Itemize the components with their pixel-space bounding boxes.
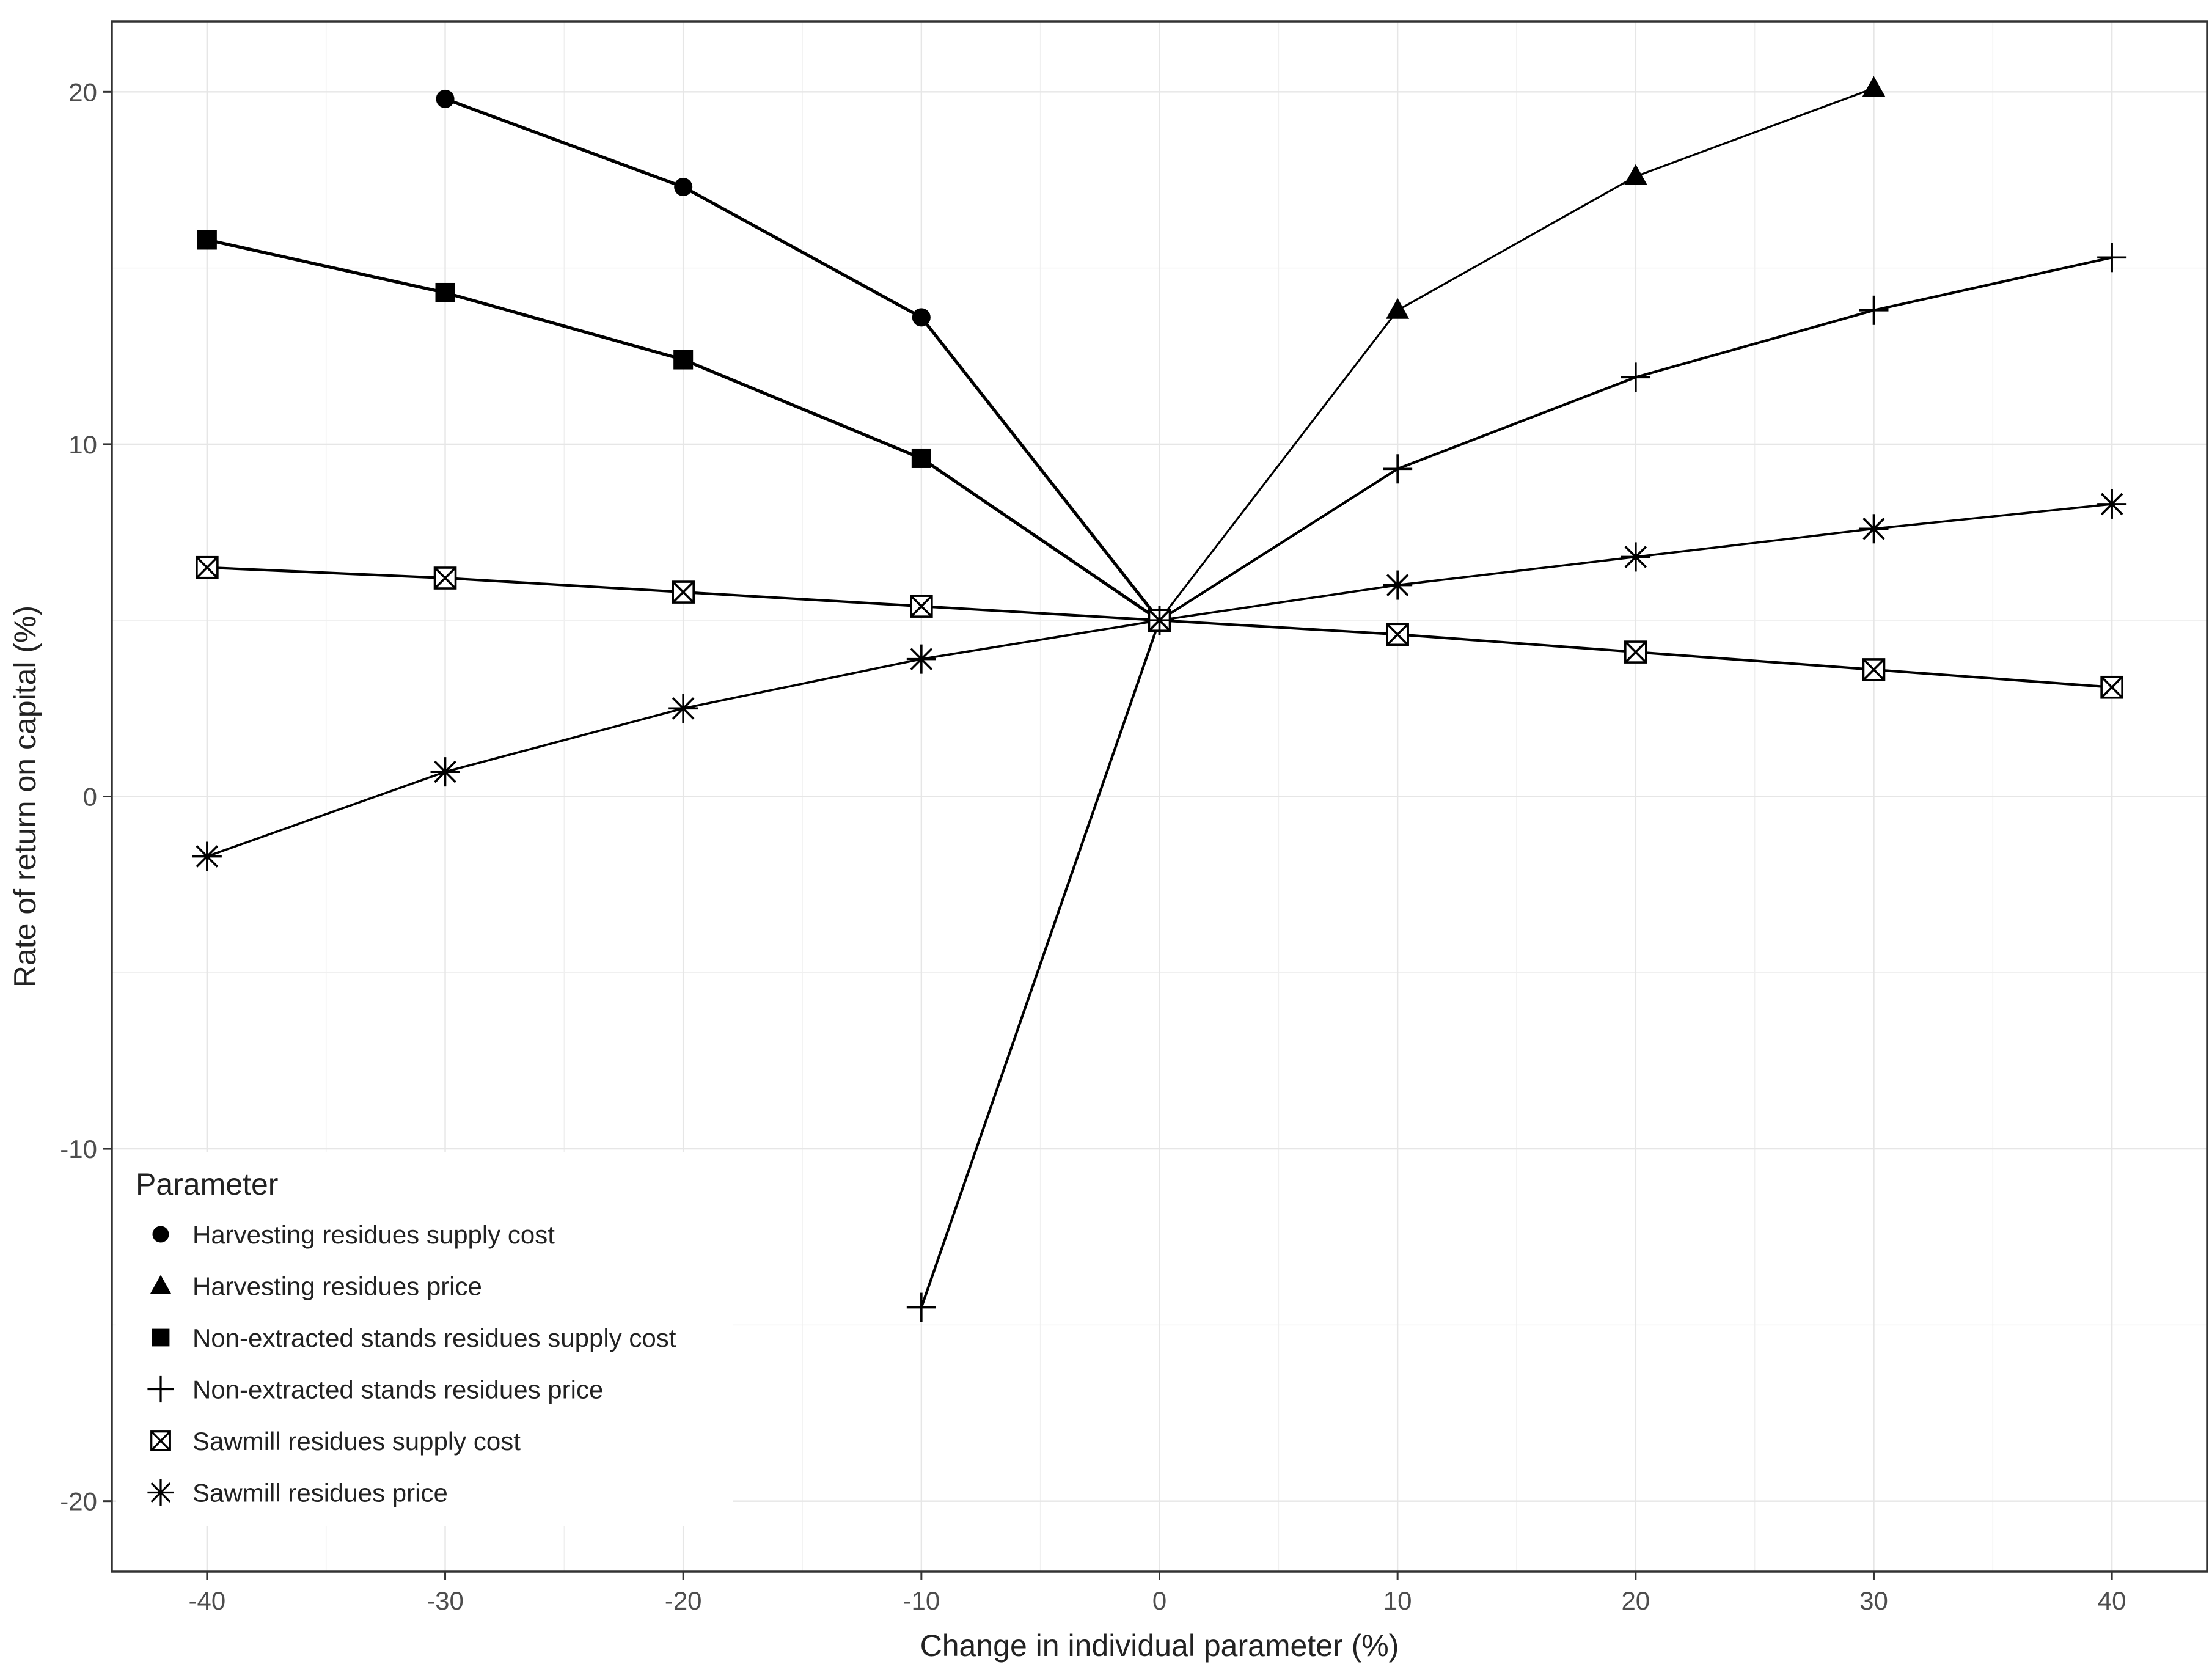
box-marker-diag2 — [1862, 658, 1885, 681]
square-marker — [911, 448, 931, 468]
data-point-marker — [150, 1430, 171, 1451]
box-marker-diag2 — [150, 1430, 171, 1451]
x-tick-label: 20 — [1621, 1586, 1650, 1615]
data-point-marker — [1386, 298, 1410, 319]
x-tick-label: 40 — [2098, 1586, 2126, 1615]
box-marker-diag2 — [2100, 676, 2123, 699]
data-point-marker — [674, 177, 693, 196]
data-point-marker — [911, 448, 931, 468]
data-point-marker — [673, 350, 694, 370]
series-line — [444, 97, 1161, 621]
data-point-marker — [433, 566, 457, 590]
data-point-marker — [1383, 454, 1413, 484]
circle-marker — [152, 1226, 169, 1243]
legend-label: Sawmill residues supply cost — [192, 1427, 521, 1456]
box-marker-diag2 — [672, 580, 695, 604]
circle-marker — [912, 308, 931, 327]
data-point-marker — [430, 757, 460, 787]
data-point-marker — [1859, 295, 1889, 325]
data-point-marker — [147, 1479, 174, 1506]
data-point-marker — [197, 230, 217, 250]
legend-background — [116, 1152, 733, 1526]
y-axis-title: Rate of return on capital (%) — [8, 606, 42, 987]
data-point-marker — [1624, 640, 1647, 664]
square-marker — [197, 230, 217, 250]
data-point-marker — [2100, 675, 2123, 699]
box-marker-diag2 — [434, 566, 456, 590]
data-point-marker — [912, 308, 931, 327]
data-point-marker — [906, 644, 936, 674]
legend-label: Sawmill residues price — [192, 1479, 448, 1507]
data-point-marker — [1862, 76, 1886, 97]
y-tick-label: 10 — [68, 430, 97, 459]
box-marker-diag2 — [1386, 623, 1409, 646]
data-point-marker — [150, 1275, 172, 1294]
legend-title: Parameter — [136, 1167, 278, 1201]
axes: -40 -30 -20 -10 0 10 20 30 40 -20 -10 0 10 20 — [60, 78, 2126, 1615]
markers-sawmill-residues-price — [192, 489, 2127, 871]
x-tick-label: -40 — [189, 1586, 226, 1615]
legend-label: Non-extracted stands residues price — [192, 1375, 603, 1404]
x-tick-label: 30 — [1859, 1586, 1888, 1615]
data-point-marker — [1621, 542, 1650, 572]
data-point-marker — [1386, 623, 1409, 646]
x-tick-label: -20 — [665, 1586, 702, 1615]
legend-label: Harvesting residues price — [192, 1272, 482, 1301]
y-tick-label: -10 — [60, 1135, 97, 1163]
x-axis-title: Change in individual parameter (%) — [920, 1628, 1399, 1663]
data-point-marker — [147, 1375, 174, 1403]
x-tick-label: -30 — [427, 1586, 464, 1615]
data-point-marker — [192, 841, 222, 871]
circle-marker — [436, 89, 455, 108]
data-point-marker — [1383, 570, 1413, 600]
data-point-marker — [1624, 164, 1647, 185]
data-point-marker — [435, 282, 455, 302]
box-marker-diag2 — [196, 556, 219, 579]
triangle-marker — [1386, 298, 1410, 319]
square-marker — [435, 282, 455, 302]
data-point-marker — [196, 555, 219, 579]
square-marker — [673, 350, 694, 370]
y-tick-label: -20 — [60, 1487, 97, 1516]
triangle-marker — [1862, 76, 1886, 97]
square-marker — [152, 1328, 170, 1347]
x-tick-label: 0 — [1152, 1586, 1166, 1615]
data-point-marker — [436, 89, 455, 108]
legend: Parameter Harvesting residues supply cost… — [116, 1152, 733, 1526]
x-tick-label: 10 — [1383, 1586, 1412, 1615]
data-point-marker — [1144, 606, 1174, 635]
legend-label: Harvesting residues supply cost — [192, 1220, 555, 1249]
box-marker-diag2 — [910, 595, 933, 618]
data-point-marker — [672, 580, 695, 604]
series-non-extracted-stands-residues-price — [920, 256, 2112, 1308]
y-tick-label: 0 — [83, 783, 97, 811]
circle-marker — [674, 177, 693, 196]
y-tick-label: 20 — [68, 78, 97, 106]
series-harvesting-residues-price — [1159, 87, 1875, 621]
data-point-marker — [152, 1328, 170, 1347]
data-point-marker — [1859, 514, 1889, 544]
legend-label: Non-extracted stands residues supply cos… — [192, 1324, 676, 1352]
box-marker-diag2 — [1624, 640, 1647, 664]
data-point-marker — [910, 595, 933, 618]
data-point-marker — [668, 694, 698, 723]
data-point-marker — [1862, 658, 1886, 681]
series-line — [920, 256, 2112, 1308]
series-layer — [192, 76, 2127, 1322]
series-line — [1159, 87, 1875, 621]
x-tick-label: -10 — [903, 1586, 940, 1615]
data-point-marker — [1621, 362, 1650, 392]
triangle-marker — [1624, 164, 1647, 185]
data-point-marker — [2097, 243, 2127, 273]
major-gridlines — [112, 21, 2207, 1572]
data-point-marker — [152, 1226, 169, 1243]
data-point-marker — [2097, 489, 2127, 519]
series-harvesting-residues-supply-cost — [444, 97, 1161, 621]
triangle-marker — [150, 1275, 172, 1294]
data-point-marker — [906, 1292, 936, 1322]
